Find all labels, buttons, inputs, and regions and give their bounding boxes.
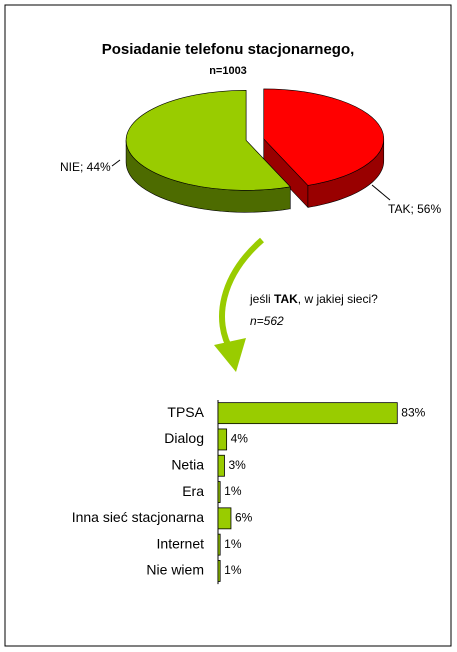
y-tick-label: Era	[182, 483, 204, 499]
bar	[217, 481, 221, 503]
arrow-head	[214, 338, 246, 372]
y-tick-label: Internet	[157, 535, 205, 551]
annotation-part: , w jakiej sieci?	[298, 292, 378, 306]
y-tick-label: Dialog	[164, 430, 204, 446]
bar	[217, 454, 225, 477]
annotation: jeśli TAK, w jakiej sieci?	[249, 292, 378, 306]
chart-subtitle: n=1003	[209, 65, 247, 77]
y-tick-label: TPSA	[167, 404, 204, 420]
data-label: 1%	[224, 484, 242, 498]
annotation-part: TAK	[274, 292, 298, 306]
pie-slice	[263, 88, 385, 186]
leader-line	[371, 184, 391, 201]
pie-slice	[125, 90, 291, 191]
data-label: 3%	[228, 458, 246, 472]
data-label: 1%	[224, 537, 242, 551]
bar	[217, 560, 221, 582]
bar	[217, 533, 221, 556]
annotation-sample: n=562	[250, 314, 284, 328]
data-label: NIE; 44%	[60, 160, 111, 174]
data-label: TAK; 56%	[388, 202, 441, 216]
data-label: 6%	[235, 511, 253, 525]
data-label: 83%	[401, 405, 425, 419]
arrow	[219, 237, 264, 354]
bar	[217, 428, 228, 451]
bar	[217, 402, 398, 425]
chart-title: Posiadanie telefonu stacjonarnego,	[102, 41, 355, 58]
data-label: 4%	[231, 432, 249, 446]
bar	[217, 507, 232, 530]
data-label: 1%	[224, 563, 242, 577]
annotation-part: jeśli	[249, 292, 274, 306]
leader-line	[111, 159, 121, 167]
y-tick-label: Inna sieć stacjonarna	[72, 509, 205, 525]
y-tick-label: Nie wiem	[146, 562, 204, 578]
y-tick-label: Netia	[171, 456, 204, 472]
